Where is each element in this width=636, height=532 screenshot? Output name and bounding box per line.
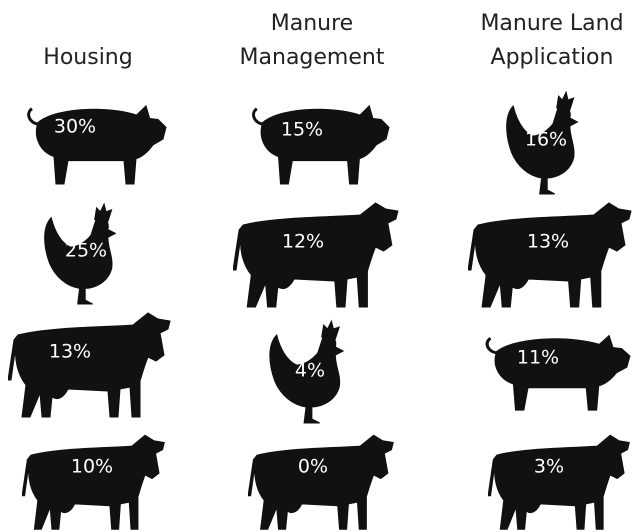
- infographic: Housing Manure Management Manure Land Ap…: [0, 0, 636, 532]
- calf-icon: [488, 435, 629, 529]
- calf-icon: [248, 435, 393, 529]
- cow-icon: [8, 313, 170, 417]
- silhouettes: 30% 25% 13% 10% 15% 12% 4% 0% 16% 13% 11…: [0, 0, 636, 532]
- percent-label: 4%: [295, 360, 325, 382]
- pig-icon: [29, 106, 166, 184]
- percent-label: 30%: [54, 116, 96, 138]
- percent-label: 25%: [65, 240, 107, 262]
- percent-label: 11%: [517, 347, 559, 369]
- percent-label: 13%: [49, 341, 91, 363]
- percent-label: 3%: [534, 456, 564, 478]
- cow-icon: [468, 203, 631, 307]
- percent-label: 12%: [282, 231, 324, 253]
- percent-label: 0%: [298, 456, 328, 478]
- calf-icon: [22, 435, 164, 529]
- percent-label: 15%: [281, 119, 323, 141]
- percent-label: 16%: [525, 129, 567, 151]
- percent-label: 13%: [527, 231, 569, 253]
- percent-label: 10%: [71, 456, 113, 478]
- cow-icon: [233, 203, 398, 307]
